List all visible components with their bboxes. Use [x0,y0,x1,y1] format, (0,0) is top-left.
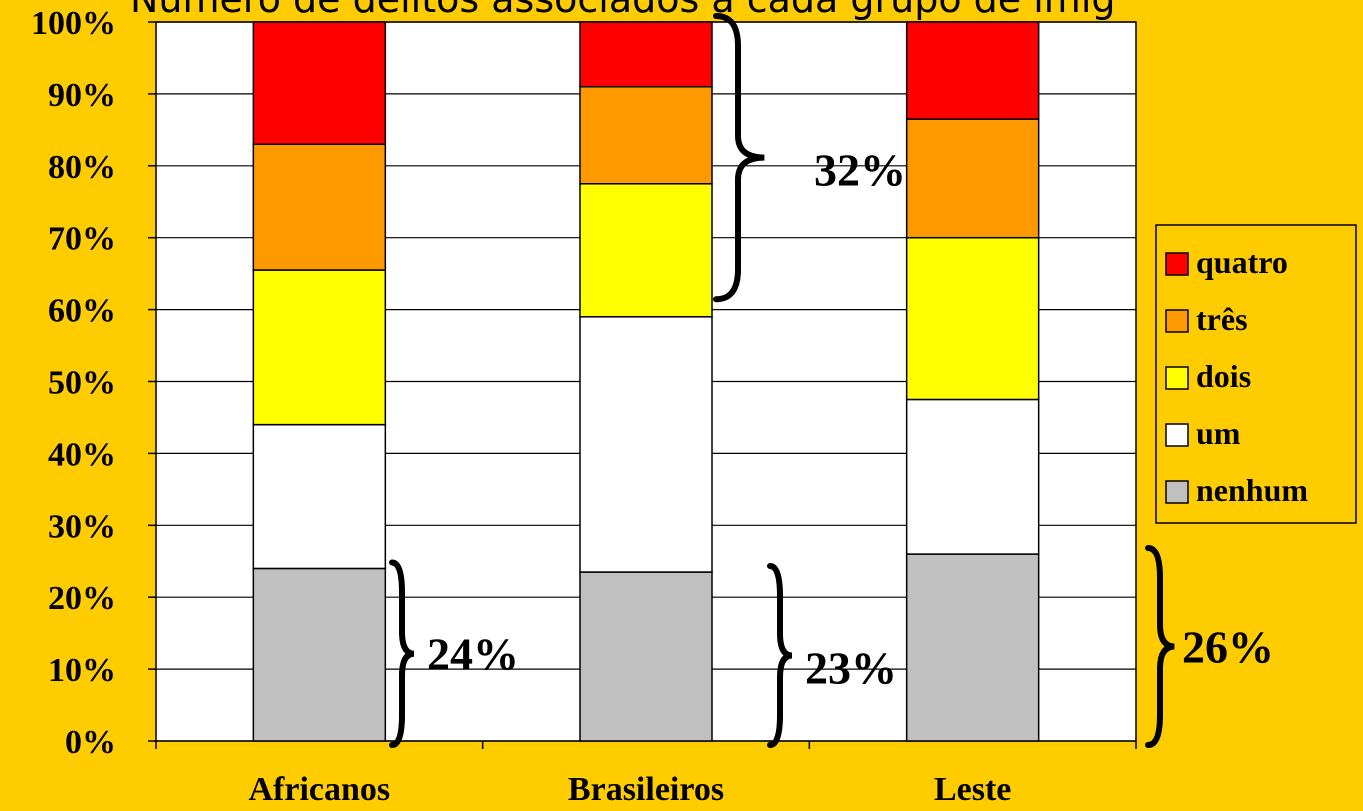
legend-label-quatro: quatro [1196,244,1288,280]
brace-23pct [767,563,793,748]
bar-africanos-um [252,423,387,570]
chart-title: Número de delitos associados a cada grup… [130,0,1116,21]
y-tick-label: 70% [48,221,116,258]
y-tick-label: 80% [48,149,116,186]
bar-brasileiros-um [579,316,713,573]
bar-leste-três [905,118,1040,239]
y-tick-label: 30% [48,508,116,545]
legend-label-nenhum: nenhum [1196,472,1308,508]
bar-brasileiros-nenhum [579,571,713,742]
legend-label-dois: dois [1196,358,1251,394]
y-tick-label: 10% [48,652,116,689]
y-tick-label: 50% [48,365,116,402]
bar-africanos-três [252,143,387,271]
bar-leste-dois [905,236,1040,401]
bar-africanos-nenhum [252,567,387,742]
legend-label-um: um [1196,415,1241,451]
annotation-label: 23% [805,643,897,694]
legend-label-três: três [1196,301,1248,337]
bar-brasileiros-três [579,85,713,185]
y-tick-label: 0% [65,724,116,761]
bar-leste-nenhum [905,553,1040,742]
bar-brasileiros-dois [579,183,713,318]
brace-26pct [1145,545,1175,748]
bar-africanos-quatro [252,21,387,145]
x-category-label: Africanos [249,771,391,808]
bar-leste-quatro [905,21,1040,120]
brace-32pct [713,13,765,303]
bars [252,21,1040,742]
bar-leste-um [905,398,1040,555]
legend-box [1155,224,1357,524]
legend-swatch-quatro [1165,252,1189,276]
y-tick-label: 90% [48,77,116,114]
annotations: 24% 23% 26% 32% [389,13,1274,748]
y-tick-label: 20% [48,580,116,617]
bar-africanos-dois [252,269,387,426]
legend-swatch-nenhum [1165,480,1189,504]
x-axis: Africanos Brasileiros Leste [155,741,1137,808]
legend-swatch-um [1165,423,1189,447]
x-category-label: Leste [934,771,1011,808]
y-tick-label: 60% [48,293,116,330]
bar-brasileiros-quatro [579,21,713,88]
legend-swatch-três [1165,309,1189,333]
y-tick-label: 100% [31,5,116,42]
brace-24pct [389,559,415,748]
annotation-label: 24% [427,629,519,680]
legend: quatro três dois um nenhum [1155,224,1357,524]
annotation-label: 26% [1182,622,1274,673]
annotation-label: 32% [814,145,906,196]
y-tick-label: 40% [48,436,116,473]
legend-swatch-dois [1165,366,1189,390]
y-axis: 0% 10% 20% 30% 40% 50% 60% 70% 80% 90% 100% [31,5,156,761]
x-category-label: Brasileiros [568,771,724,808]
